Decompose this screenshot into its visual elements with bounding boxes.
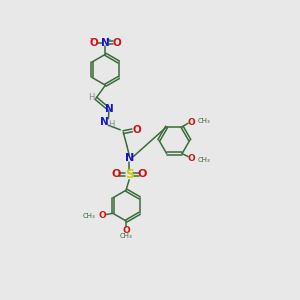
Text: O: O (188, 118, 196, 127)
Text: CH₃: CH₃ (120, 233, 133, 239)
Text: N: N (124, 153, 134, 163)
Text: O: O (188, 154, 196, 163)
Text: +: + (106, 37, 111, 42)
Text: S: S (125, 168, 134, 181)
Text: CH₃: CH₃ (198, 118, 210, 124)
Text: O: O (90, 38, 98, 48)
Text: N: N (101, 38, 110, 48)
Text: O: O (111, 169, 121, 179)
Text: N: N (105, 104, 113, 114)
Text: H: H (88, 93, 94, 102)
Text: O: O (122, 226, 130, 235)
Text: O: O (99, 211, 106, 220)
Text: CH₃: CH₃ (83, 213, 96, 219)
Text: -: - (90, 34, 92, 43)
Text: CH₃: CH₃ (198, 157, 210, 163)
Text: O: O (112, 38, 121, 48)
Text: N: N (100, 117, 109, 127)
Text: O: O (133, 125, 141, 135)
Text: O: O (138, 169, 147, 179)
Text: H: H (108, 120, 115, 129)
